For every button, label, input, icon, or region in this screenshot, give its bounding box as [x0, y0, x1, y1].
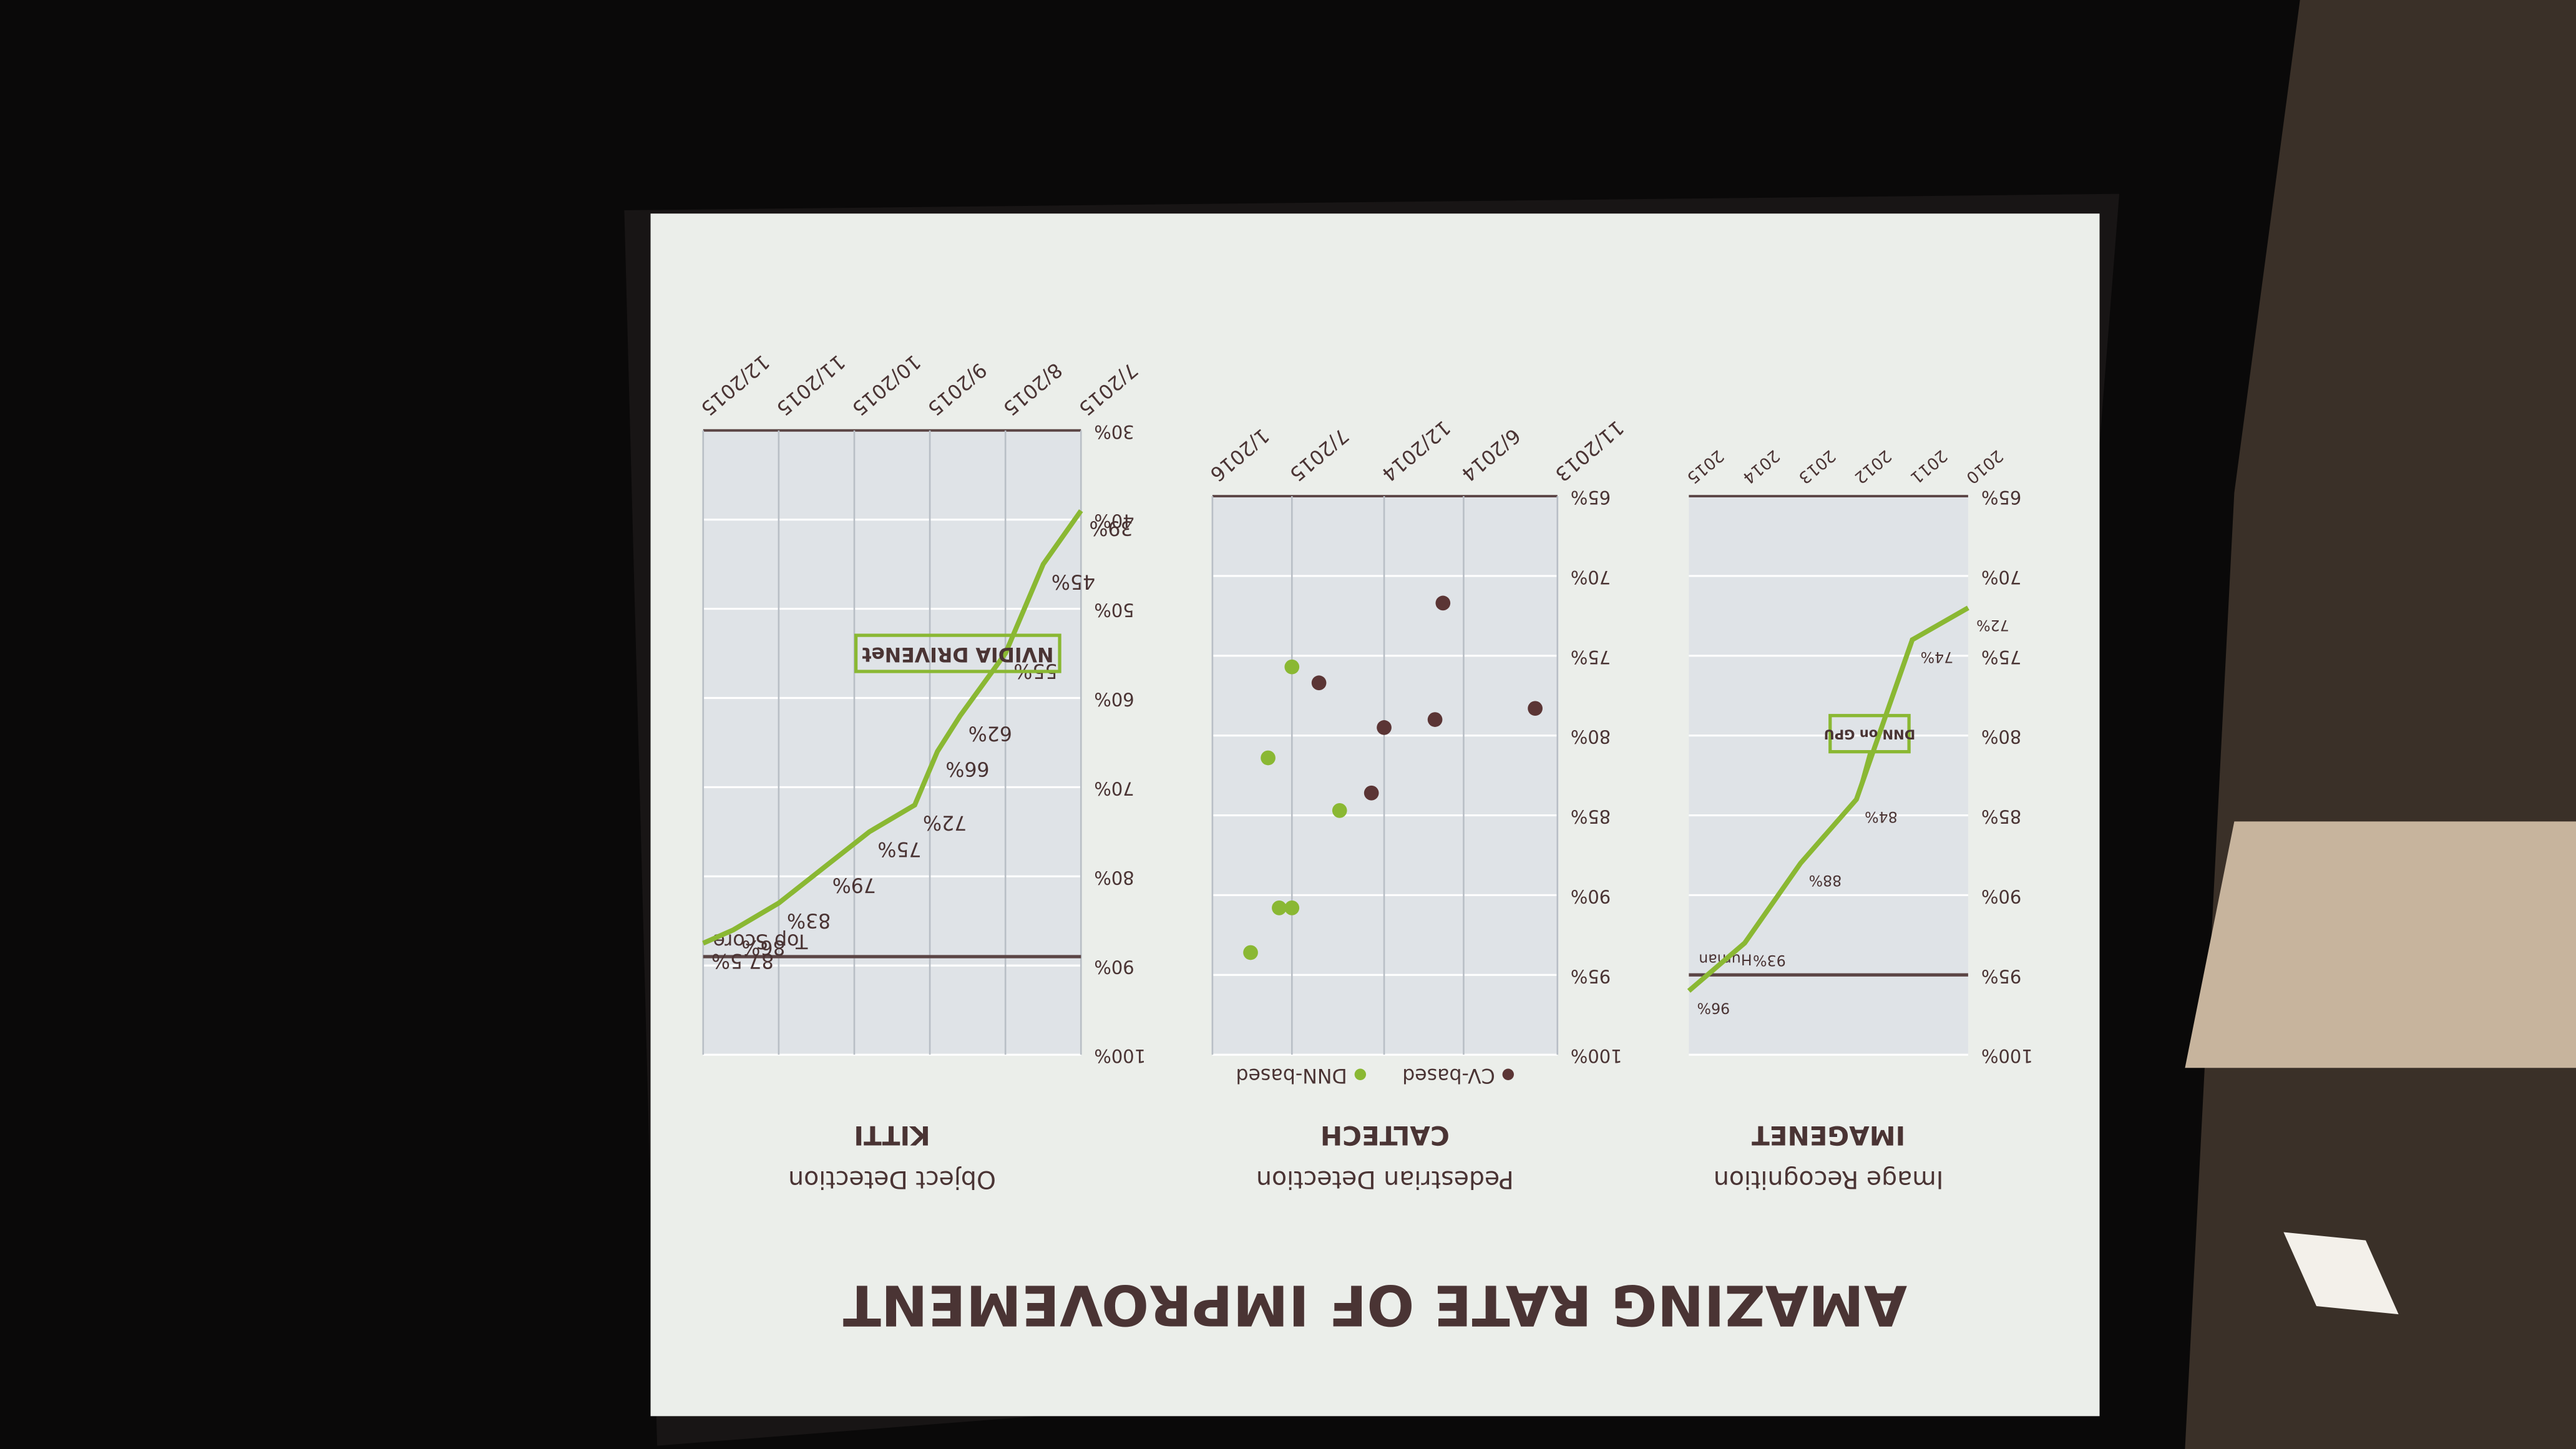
y-tick-label: 70% [1571, 567, 1611, 588]
data-point [1284, 659, 1300, 675]
y-tick-label: 80% [1094, 867, 1134, 888]
data-point [1243, 945, 1258, 960]
y-tick-label: 75% [1571, 646, 1611, 668]
room-light [2283, 1232, 2399, 1315]
y-tick-label: 95% [1571, 965, 1611, 987]
data-label: 84% [1865, 808, 1898, 826]
data-label: 86% [741, 935, 785, 958]
data-label: 83% [787, 909, 831, 932]
data-line [1687, 605, 1969, 993]
data-label: 72% [1976, 617, 2009, 634]
annotation-pointer [1855, 751, 1871, 800]
slide: AMAZING RATE OF IMPROVEMENT Image Recogn… [650, 213, 2100, 1417]
data-label: 72% [923, 811, 967, 833]
y-tick-label: 90% [1981, 886, 2021, 907]
data-label: 39% [1089, 517, 1133, 539]
annotation-box [854, 633, 1061, 673]
y-tick-label: 85% [1981, 806, 2021, 827]
data-line [702, 509, 1083, 946]
chart-subtitle: Object Detection [788, 1165, 996, 1194]
y-tick-label: 80% [1571, 726, 1611, 748]
data-label: 62% [968, 721, 1012, 744]
data-point [1311, 675, 1327, 691]
plot-area [1689, 496, 1968, 1055]
y-tick-label: 70% [1094, 778, 1134, 799]
chart-title: CALTECH [1320, 1120, 1450, 1151]
legend-label: CV-based [1402, 1064, 1495, 1086]
legend-swatch [1502, 1068, 1514, 1080]
data-point [1377, 720, 1392, 735]
legend-label: DNN-based [1236, 1064, 1347, 1086]
y-tick-label: 85% [1571, 806, 1611, 827]
y-tick-label: 75% [1981, 646, 2021, 668]
chart-subtitle: Image Recognition [1714, 1165, 1944, 1194]
data-point [1364, 785, 1379, 801]
y-tick-label: 100% [1981, 1045, 2033, 1066]
data-label: 96% [1697, 1000, 1730, 1017]
y-tick-label: 100% [1094, 1045, 1146, 1066]
chart-subtitle: Pedestrian Detection [1256, 1165, 1514, 1194]
data-label: 74% [1921, 648, 1954, 666]
y-tick-label: 90% [1571, 886, 1611, 907]
data-point [1435, 595, 1451, 611]
data-point [1261, 750, 1276, 766]
slide-title: AMAZING RATE OF IMPROVEMENT [843, 1272, 1907, 1337]
data-label: 45% [1051, 570, 1095, 592]
room-wall [2185, 0, 2576, 1449]
legend-swatch [1354, 1068, 1367, 1080]
y-tick-label: 65% [1571, 487, 1611, 508]
data-point [1332, 803, 1347, 818]
y-tick-label: 80% [1981, 726, 2021, 748]
y-tick-label: 100% [1571, 1045, 1622, 1066]
plot-area [703, 430, 1081, 1055]
y-tick-label: 30% [1094, 421, 1134, 442]
chart-title: IMAGENET [1752, 1120, 1905, 1151]
y-tick-label: 65% [1981, 487, 2021, 508]
data-label: 93% [1753, 952, 1786, 969]
data-label: 66% [945, 758, 989, 780]
room-shelf [2185, 821, 2576, 1068]
y-tick-label: 70% [1981, 567, 2021, 588]
data-point [1528, 701, 1543, 716]
y-tick-label: 95% [1981, 965, 2021, 987]
annotation: DNN on GPU [1824, 727, 1916, 743]
data-label: 79% [832, 873, 876, 895]
data-point [1284, 900, 1300, 915]
data-label: 88% [1809, 872, 1842, 889]
data-point [1272, 900, 1287, 915]
y-tick-label: 60% [1094, 689, 1134, 710]
y-tick-label: 90% [1094, 956, 1134, 977]
chart-title: KITTI [854, 1120, 930, 1151]
y-tick-label: 50% [1094, 600, 1134, 621]
annotation: NVIDIA DRIVENet [862, 643, 1053, 665]
y-tick-label: 40% [1094, 510, 1134, 532]
data-point [1427, 712, 1443, 727]
data-label: 75% [877, 837, 921, 860]
data-label: 87.5% [711, 949, 774, 972]
